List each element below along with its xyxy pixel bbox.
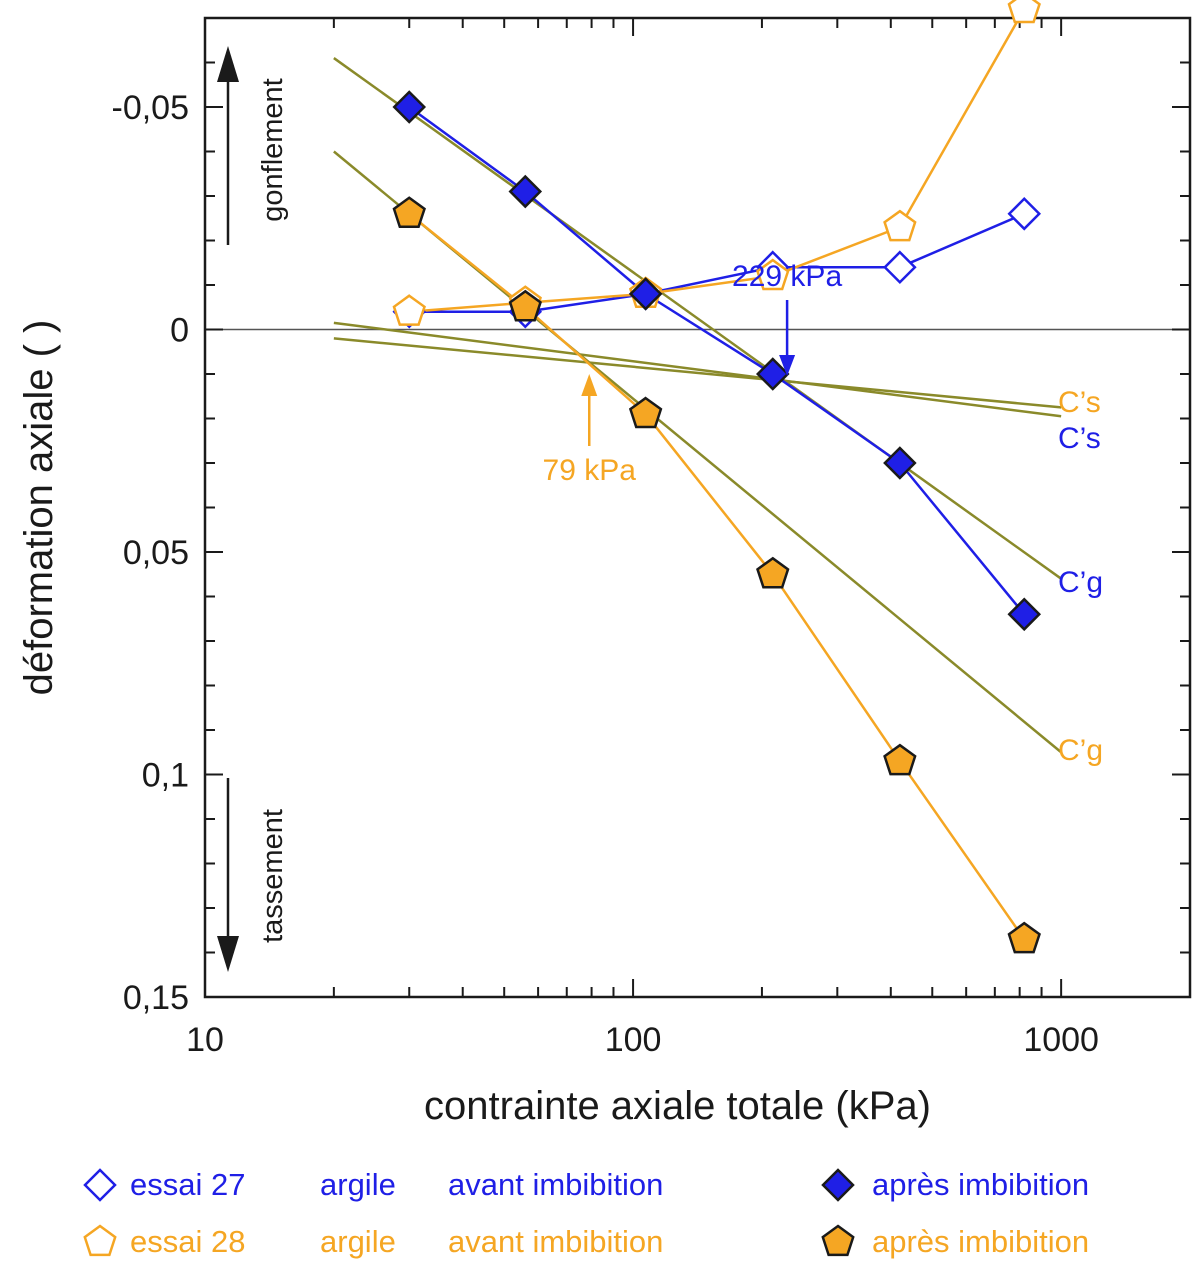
legend-marker-filled [821, 1168, 855, 1202]
plot-area: 10 100 1000 -0,05 0 0,05 0,1 0,15 contrainte axi… [17, 0, 1192, 1259]
legend-material: argile [320, 1224, 396, 1259]
x-axis-title: contrainte axiale totale (kPa) [424, 1084, 931, 1128]
cs-label-essai-28: C’s [1058, 386, 1101, 419]
fit-line [333, 321, 1062, 418]
x-tick-label: 10 [186, 1021, 224, 1059]
y-tick-label: 0 [170, 312, 189, 350]
series-line [408, 105, 1026, 616]
legend-marker-open [83, 1168, 117, 1202]
data-point [392, 294, 426, 326]
y-tick-label: -0,05 [112, 89, 190, 127]
data-point [883, 250, 917, 284]
y-tick-label: 0,1 [142, 757, 189, 795]
series-line [409, 212, 1025, 313]
y-tick-label: 0,05 [123, 534, 189, 572]
legend-essai: essai 28 [130, 1224, 245, 1259]
data-point [508, 174, 543, 209]
data-point [392, 90, 427, 124]
legend-after: après imbibition [872, 1167, 1089, 1202]
legend-material: argile [320, 1167, 396, 1202]
data-point [756, 556, 790, 589]
data-point [883, 209, 917, 242]
data-point [1007, 197, 1042, 231]
tassement-label: tassement [257, 809, 289, 943]
data-point [755, 357, 790, 391]
annotation-79-kpa: 79 kPa [543, 454, 637, 487]
data-point [392, 196, 426, 228]
data-point [1007, 597, 1042, 632]
series-line [409, 8, 1026, 313]
gonflement-label: gonflement [257, 78, 289, 222]
legend-marker-filled [821, 1224, 855, 1257]
data-point [1007, 0, 1041, 24]
cs-label-essai-27: C’s [1058, 422, 1101, 455]
annotation-79-arrow-icon [581, 374, 598, 396]
data-point [883, 743, 917, 776]
data-point [508, 289, 542, 322]
cg-label-essai-27: C’g [1058, 566, 1103, 599]
data-point [756, 258, 790, 291]
data-point [1007, 921, 1041, 954]
legend-marker-open [83, 1224, 117, 1257]
annotation-229-kpa: 229 kPa [732, 260, 842, 293]
data-point [628, 277, 663, 311]
legend-before: avant imbibition [448, 1224, 663, 1259]
y-axis-title: déformation axiale ( ) [17, 320, 61, 696]
up-arrow-icon [217, 46, 239, 82]
cg-label-essai-28: C’g [1058, 734, 1103, 767]
x-tick-label: 100 [605, 1021, 662, 1059]
fit-line [333, 57, 1062, 580]
series-line [408, 212, 1026, 940]
annotation-229-arrow-icon [779, 355, 796, 376]
y-tick-label: 0,15 [123, 979, 189, 1017]
legend-essai: essai 27 [130, 1167, 245, 1202]
data-point [883, 446, 917, 480]
legend-after: après imbibition [872, 1224, 1089, 1259]
down-arrow-icon [217, 936, 239, 972]
fit-line [333, 337, 1062, 409]
legend-before: avant imbibition [448, 1167, 663, 1202]
data-point [628, 396, 663, 429]
x-tick-label: 1000 [1023, 1021, 1099, 1059]
